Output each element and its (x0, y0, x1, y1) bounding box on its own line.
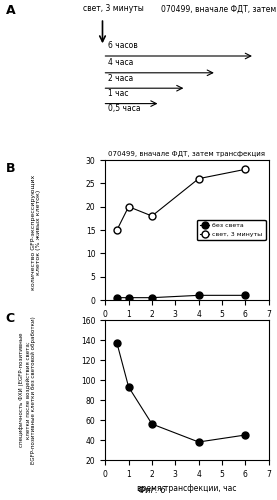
Text: 6 часов: 6 часов (108, 42, 138, 50)
Text: B: B (6, 162, 15, 175)
без света (150, 294, 154, 300)
Line: без света: без света (114, 292, 249, 301)
Text: свет, 3 минуты: свет, 3 минуты (83, 4, 144, 13)
Text: 1 час: 1 час (108, 89, 129, 98)
Text: C: C (6, 312, 15, 326)
Text: 070499, вначале ФДТ, затем: 070499, вначале ФДТ, затем (161, 4, 276, 13)
свет, 3 минуты (115, 227, 119, 233)
без света (197, 292, 200, 298)
свет, 3 минуты (197, 176, 200, 182)
Text: 4 часа: 4 часа (108, 58, 134, 67)
свет, 3 минуты (150, 213, 154, 219)
Text: специфичность ФХИ (EGFP-позитивные
клетки после воздействия света;
EGFP-позитивн: специфичность ФХИ (EGFP-позитивные клетк… (19, 316, 36, 464)
Legend: без света, свет, 3 минуты: без света, свет, 3 минуты (197, 220, 266, 240)
без света (115, 294, 119, 300)
свет, 3 минуты (244, 166, 247, 172)
свет, 3 минуты (127, 204, 130, 210)
Text: Фиг. 6: Фиг. 6 (138, 486, 166, 495)
Text: 0,5 часа: 0,5 часа (108, 104, 141, 114)
Title: 070499, вначале ФДТ, затем трансфекция: 070499, вначале ФДТ, затем трансфекция (109, 151, 265, 157)
без света (244, 292, 247, 298)
Text: количество GFP-экспрессирующих
клеток (% живых клеток): количество GFP-экспрессирующих клеток (%… (31, 175, 41, 290)
X-axis label: время трансфекции, час: время трансфекции, час (137, 324, 237, 334)
X-axis label: время трансфекции, час: время трансфекции, час (137, 484, 237, 494)
Line: свет, 3 минуты: свет, 3 минуты (114, 166, 249, 234)
Text: A: A (6, 4, 15, 17)
Text: 2 часа: 2 часа (108, 74, 133, 82)
без света (127, 294, 130, 300)
